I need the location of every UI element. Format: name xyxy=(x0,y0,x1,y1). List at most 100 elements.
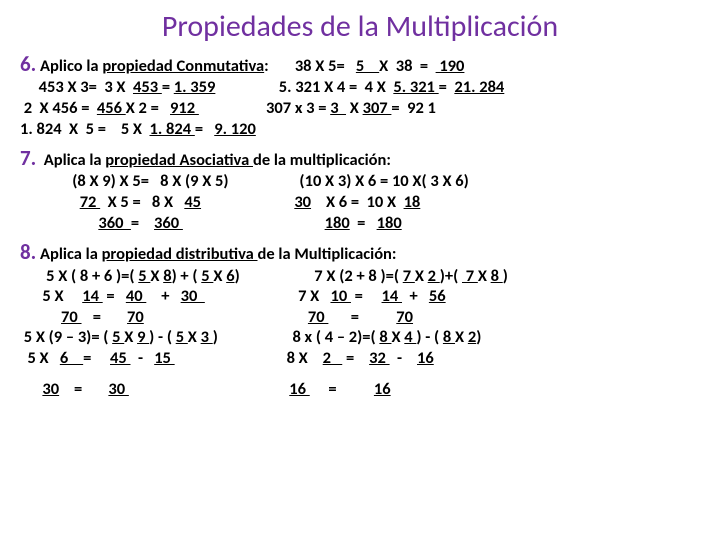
text: 4 xyxy=(404,327,416,347)
text: Aplico la xyxy=(36,56,102,76)
text: 5 xyxy=(138,266,150,286)
text: 30 xyxy=(181,286,205,306)
text: 3 xyxy=(330,98,346,118)
text: X xyxy=(346,98,363,118)
text: 70 xyxy=(127,307,144,327)
text: 912 xyxy=(170,98,199,118)
text: 8 xyxy=(163,266,171,286)
text: 30 xyxy=(294,192,311,212)
text: + xyxy=(146,286,180,306)
text: propiedad Asociativa xyxy=(105,150,253,170)
text: 14 xyxy=(382,286,402,306)
text: 5 xyxy=(112,327,124,347)
text: 1. 359 xyxy=(174,77,216,97)
text: 40 xyxy=(126,286,146,306)
section-8-number: 8. xyxy=(20,239,36,265)
text: = xyxy=(195,119,214,139)
text: 453 xyxy=(133,77,162,97)
text: 16 xyxy=(374,379,391,399)
text: 18 xyxy=(404,192,421,212)
page-title: Propiedades de la Multiplicación xyxy=(20,8,700,45)
text: 307 xyxy=(363,98,392,118)
text: 8 xyxy=(379,327,391,347)
text: propiedad distributiva xyxy=(102,244,258,264)
text: 70 xyxy=(396,307,413,327)
text: = 92 1 xyxy=(391,98,436,118)
text: Aplica la xyxy=(36,244,101,264)
text xyxy=(183,213,325,233)
text: + xyxy=(402,286,429,306)
text: X xyxy=(391,327,404,347)
text: = xyxy=(350,213,377,233)
text: = xyxy=(82,307,128,327)
text: 180 xyxy=(377,213,402,233)
section-6: 6. Aplico la propiedad Conmutativa: 38 X… xyxy=(20,51,700,139)
text: = xyxy=(328,307,396,327)
text: 5 xyxy=(176,327,188,347)
text xyxy=(20,192,80,212)
text: de la Multiplicación: xyxy=(258,244,397,264)
text: 307 x 3 = xyxy=(199,98,330,118)
text xyxy=(20,213,98,233)
text: 1. 824 X 5 = 5 X xyxy=(20,119,149,139)
text: = xyxy=(342,348,369,368)
document-body: 6. Aplico la propiedad Conmutativa: 38 X… xyxy=(20,51,700,399)
text: 15 xyxy=(154,348,174,368)
text: 6 xyxy=(60,348,83,368)
text: 7 X xyxy=(205,286,331,306)
text: 5 X xyxy=(20,286,82,306)
text: - xyxy=(130,348,154,368)
text: = xyxy=(310,379,374,399)
text: 30 xyxy=(108,379,128,399)
text: 360 xyxy=(154,213,183,233)
text: 30 xyxy=(42,379,59,399)
text: 16 xyxy=(289,379,309,399)
text xyxy=(201,192,294,212)
text: X xyxy=(124,327,137,347)
text: (8 X 9) X 5= 8 X (9 X 5) (10 X 3) X 6 = … xyxy=(20,171,469,191)
text: = xyxy=(103,286,126,306)
text: 5. 321 xyxy=(393,77,438,97)
text: 8 X xyxy=(175,348,323,368)
text: 6 xyxy=(226,266,234,286)
text: 45 xyxy=(184,192,201,212)
text: ) - ( xyxy=(416,327,443,347)
text: 16 xyxy=(417,348,434,368)
text: = xyxy=(83,348,110,368)
text: 32 xyxy=(369,348,389,368)
text: 2 xyxy=(468,327,476,347)
text: ) + ( xyxy=(172,266,202,286)
text: 1. 824 xyxy=(149,119,194,139)
text: : 38 X 5= xyxy=(264,56,356,76)
section-6-number: 6. xyxy=(20,51,36,77)
text xyxy=(20,379,42,399)
text: 360 xyxy=(98,213,131,233)
section-8: 8. Aplica la propiedad distributiva de l… xyxy=(20,239,700,399)
text xyxy=(144,307,308,327)
section-7-number: 7. xyxy=(20,145,36,171)
text: X 6 = 10 X xyxy=(311,192,404,212)
text xyxy=(20,307,61,327)
text: 72 xyxy=(80,192,100,212)
text: 14 xyxy=(82,286,102,306)
text xyxy=(129,379,289,399)
section-7: 7. Aplica la propiedad Asociativa de la … xyxy=(20,145,700,233)
text: X 2 = xyxy=(126,98,170,118)
text: 5 X xyxy=(20,348,60,368)
text: = xyxy=(162,77,174,97)
text: ) xyxy=(503,266,508,286)
text: X xyxy=(213,266,226,286)
text: X xyxy=(188,327,201,347)
text: Aplica la xyxy=(36,150,105,170)
text: ) xyxy=(476,327,481,347)
text: ) 7 X (2 + 8 )=( xyxy=(235,266,403,286)
text: 21. 284 xyxy=(454,77,504,97)
text: 5 xyxy=(201,266,213,286)
text: 2 xyxy=(323,348,343,368)
text: X xyxy=(478,266,491,286)
text: 9. 120 xyxy=(214,119,256,139)
text: 8 xyxy=(491,266,503,286)
text: X xyxy=(455,327,468,347)
text: ) - ( xyxy=(149,327,176,347)
text: 456 xyxy=(97,98,126,118)
